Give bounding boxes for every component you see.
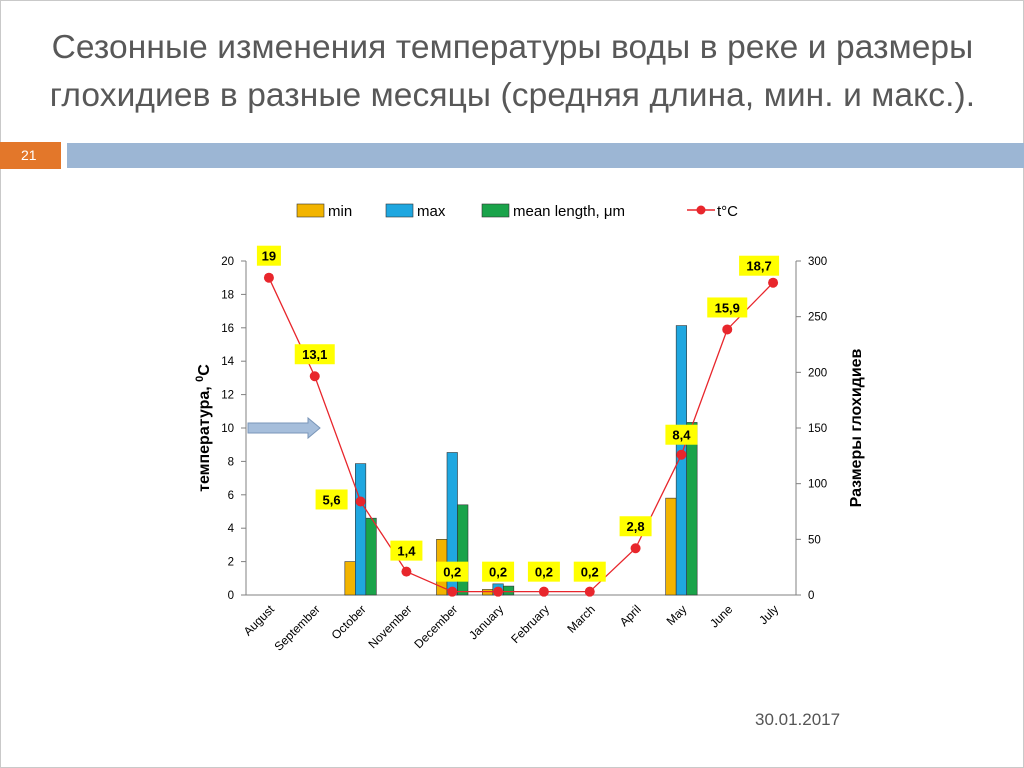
bar-meanlengthm-january <box>503 585 515 596</box>
right-axis: 0 50 100 150 200 250 300 Размеры глохидиев <box>795 256 865 602</box>
temperature-point-november <box>401 566 412 577</box>
data-label-december: 0,2 <box>443 565 461 580</box>
temperature-point-august <box>263 272 274 283</box>
left-tick-label: 10 <box>221 423 234 435</box>
data-label-may: 8,4 <box>672 428 691 443</box>
right-axis-title: Размеры глохидиев <box>848 348 865 507</box>
data-label-box-december <box>436 561 469 582</box>
bar-meanlengthm-october <box>365 517 377 596</box>
data-label-march: 0,2 <box>581 565 599 580</box>
header-divider-bar <box>67 143 1024 168</box>
x-label-december: December <box>411 602 460 651</box>
x-label-november: November <box>365 602 414 651</box>
slide-date: 30.01.2017 <box>755 710 841 729</box>
data-label-box-september <box>294 344 335 365</box>
bar-meanlengthm-december <box>457 504 469 596</box>
left-tick-label: 0 <box>228 590 234 602</box>
data-label-november: 1,4 <box>397 544 416 559</box>
left-tick-label: 2 <box>228 557 234 569</box>
data-label-box-june <box>707 297 748 318</box>
bar-meanlengthm-may <box>686 422 698 596</box>
x-label-july: July <box>756 602 781 627</box>
temperature-point-march <box>584 586 595 597</box>
temperature-point-september <box>309 371 320 382</box>
right-arrow-icon <box>247 416 321 440</box>
left-tick-label: 14 <box>221 356 234 368</box>
data-label-october: 5,6 <box>323 492 341 507</box>
data-label-january: 0,2 <box>489 565 507 580</box>
x-label-may: May <box>664 602 690 628</box>
right-tick-label: 250 <box>808 312 827 324</box>
left-axis-title: температура, 0C <box>194 364 213 492</box>
bar-min-october <box>344 561 356 596</box>
left-tick-label: 4 <box>228 523 235 535</box>
left-tick-label: 6 <box>228 490 234 502</box>
legend-line-marker <box>696 205 706 215</box>
legend-label-1: max <box>417 203 446 220</box>
x-label-february: February <box>508 602 552 646</box>
legend-swatch-0 <box>296 203 325 218</box>
slide-number-box: 21 <box>0 142 61 169</box>
temperature-point-february <box>538 586 549 597</box>
data-label-box-april <box>619 516 652 537</box>
legend-label-0: min <box>328 203 352 220</box>
data-label-february: 0,2 <box>535 565 553 580</box>
right-tick-label: 200 <box>808 367 827 379</box>
data-label-box-march <box>573 561 606 582</box>
temperature-point-october <box>355 496 366 507</box>
data-label-august: 19 <box>262 249 276 264</box>
left-axis: 0 2 4 6 8 10 12 14 16 18 20 температура, 0C <box>194 256 796 602</box>
temperature-point-december <box>447 586 458 597</box>
data-label-box-february <box>527 561 560 582</box>
left-tick-label: 20 <box>221 256 234 268</box>
left-tick-label: 18 <box>221 289 234 301</box>
data-label-box-august <box>256 245 281 266</box>
chart-legend: min max mean length, μm t°C <box>296 203 738 220</box>
bar-max-may <box>675 325 687 596</box>
legend-label-2: mean length, μm <box>513 203 625 220</box>
right-tick-label: 0 <box>808 590 814 602</box>
slide-title: Сезонные изменения температуры воды в ре… <box>49 29 976 114</box>
x-label-september: September <box>271 602 322 653</box>
temperature-point-may <box>676 449 687 460</box>
bar-max-october <box>355 463 367 596</box>
temperature-point-july <box>768 277 779 288</box>
left-tick-label: 8 <box>228 456 234 468</box>
data-label-box-november <box>390 540 423 561</box>
data-label-june: 15,9 <box>715 300 740 315</box>
right-tick-label: 50 <box>808 534 821 546</box>
x-label-october: October <box>329 602 369 642</box>
data-label-box-january <box>482 561 515 582</box>
legend-swatch-1 <box>385 203 414 218</box>
x-label-june: June <box>707 602 736 631</box>
temperature-point-june <box>722 324 733 335</box>
x-label-march: March <box>564 602 597 635</box>
data-label-september: 13,1 <box>302 347 327 362</box>
temperature-point-january <box>493 586 504 597</box>
data-label-box-may <box>665 424 698 445</box>
right-tick-label: 300 <box>808 256 827 268</box>
x-label-january: January <box>466 602 506 642</box>
slide-number: 21 <box>21 147 37 163</box>
data-label-july: 18,7 <box>746 259 771 274</box>
temperature-point-april <box>630 543 641 554</box>
bar-min-may <box>665 497 677 596</box>
x-label-april: April <box>617 602 644 629</box>
right-tick-label: 150 <box>808 423 827 435</box>
temperature-line-layer: 19 13,1 5,6 1,4 0,2 0,2 0,2 0,2 2,8 8,4 15,9 18,7 <box>256 245 780 597</box>
x-label-august: August <box>241 602 278 639</box>
data-label-box-july <box>739 255 780 276</box>
legend-swatch-2 <box>481 203 510 218</box>
legend-label-3: t°C <box>717 203 738 220</box>
left-tick-label: 12 <box>221 390 234 402</box>
data-label-box-october <box>315 489 348 510</box>
data-label-april: 2,8 <box>627 519 645 534</box>
left-tick-label: 16 <box>221 323 234 335</box>
right-tick-label: 100 <box>808 479 827 491</box>
annotation-layer <box>247 416 321 440</box>
